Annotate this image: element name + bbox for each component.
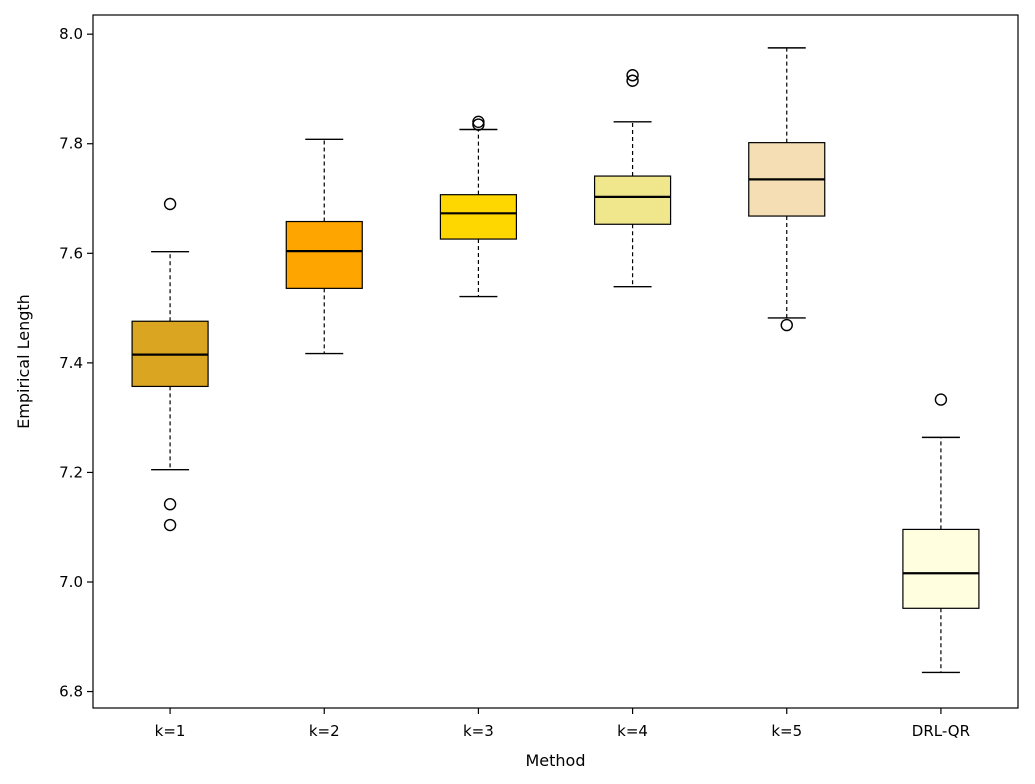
iqr-box	[285, 220, 363, 289]
outlier-point	[472, 118, 485, 131]
outlier-point	[934, 393, 948, 406]
outlier-point	[163, 498, 177, 511]
y-axis-ticks: 6.8 7.0 7.2 7.4 7.6 7.8 8.0	[59, 25, 93, 701]
y-tick-label: 7.4	[59, 354, 83, 372]
y-tick-label: 7.0	[59, 573, 83, 591]
outlier-point	[472, 115, 485, 129]
iqr-box	[439, 194, 518, 240]
x-tick-label: k=3	[463, 722, 494, 740]
box-group-DRL-QR	[902, 393, 980, 674]
y-tick-label: 7.2	[59, 463, 83, 481]
y-tick-label: 6.8	[59, 683, 83, 701]
boxes-layer	[131, 47, 980, 674]
iqr-box	[902, 528, 980, 609]
outlier-point	[780, 318, 793, 332]
box-group-k=4	[593, 69, 672, 288]
y-tick-label: 7.8	[59, 135, 83, 153]
box-group-k=2	[285, 138, 363, 355]
outlier-point	[626, 74, 639, 87]
outlier-point	[163, 518, 177, 532]
x-tick-label: k=5	[771, 722, 802, 740]
plot-area-frame	[92, 14, 1019, 709]
x-axis-label: Method	[525, 751, 585, 770]
y-axis-label: Empirical Length	[14, 294, 33, 429]
x-axis-ticks: k=1 k=2 k=3 k=4 k=5 DRL-QR	[155, 708, 970, 740]
x-tick-label: k=4	[617, 722, 648, 740]
y-tick-label: 8.0	[59, 25, 83, 43]
y-tick-label: 7.6	[59, 244, 83, 262]
box-group-k=5	[748, 47, 826, 332]
x-tick-label: DRL-QR	[912, 722, 970, 740]
x-tick-label: k=2	[309, 722, 340, 740]
outlier-point	[163, 197, 177, 211]
box-group-k=1	[131, 197, 209, 532]
x-tick-label: k=1	[155, 722, 186, 740]
outlier-point	[626, 69, 639, 82]
box-group-k=3	[439, 115, 518, 298]
iqr-box	[593, 175, 672, 225]
